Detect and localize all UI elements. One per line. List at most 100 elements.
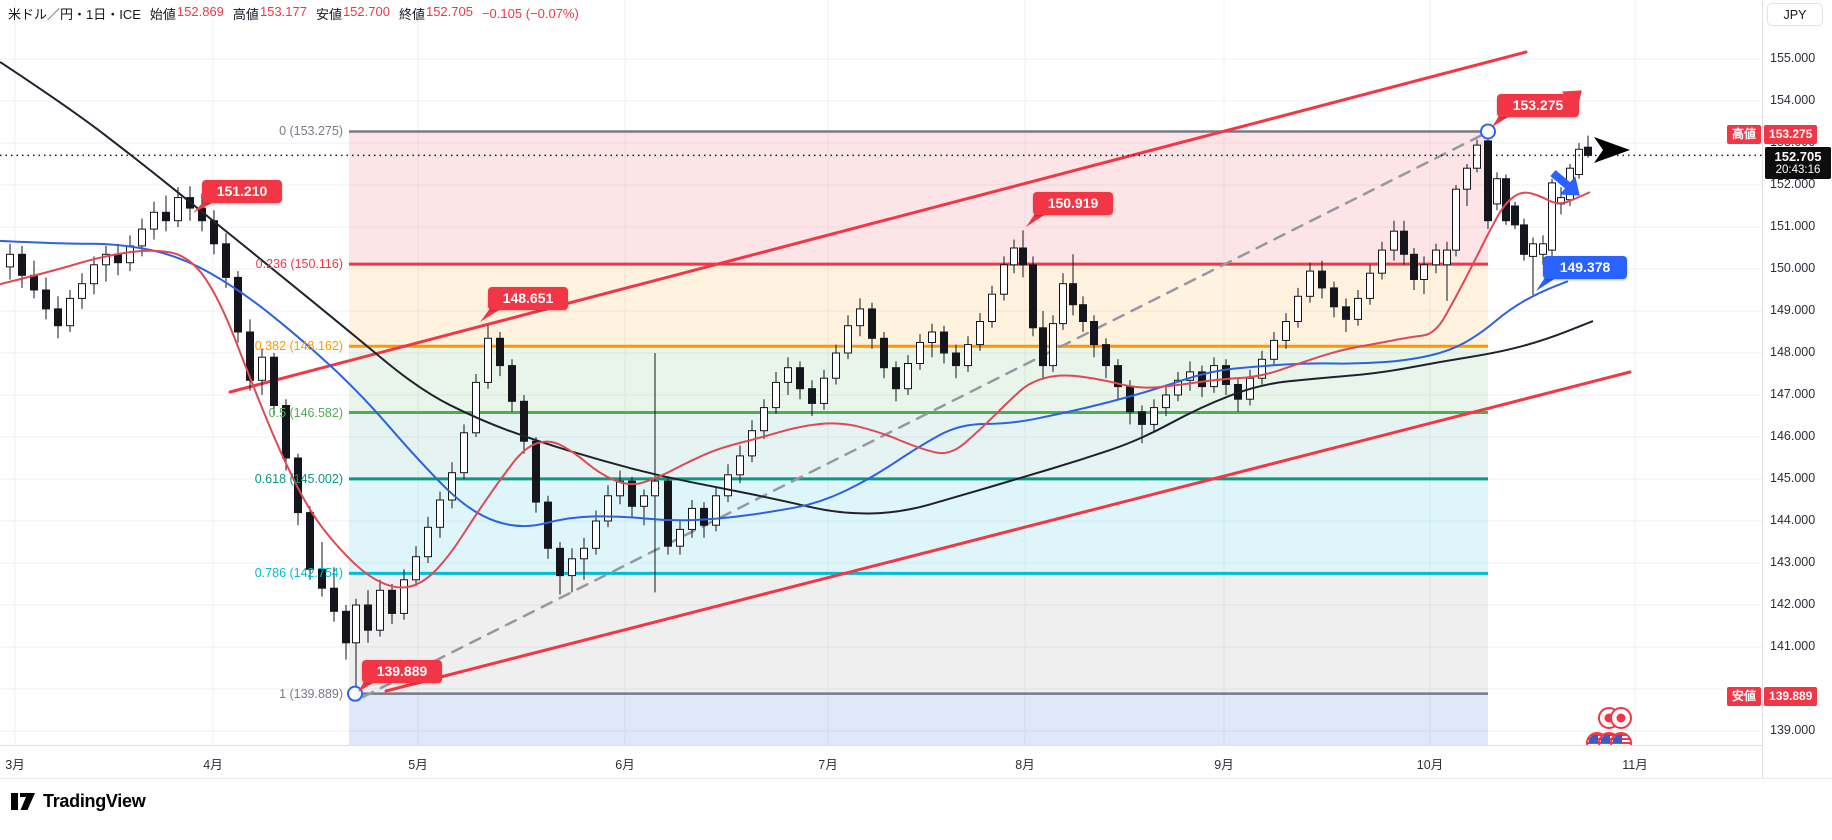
candle-up bbox=[1420, 264, 1428, 280]
price-callout-label[interactable]: 148.651 bbox=[488, 287, 568, 310]
month-tick-label: 6月 bbox=[615, 758, 635, 772]
candle-up bbox=[748, 430, 756, 457]
candle-down bbox=[342, 610, 350, 644]
fib-anchor-handle[interactable] bbox=[347, 685, 363, 702]
candle-down bbox=[1520, 224, 1528, 255]
tradingview-logo[interactable]: TradingView bbox=[10, 788, 146, 814]
candle-up bbox=[1493, 178, 1501, 205]
candle-up bbox=[964, 344, 972, 367]
candle-down bbox=[1079, 304, 1087, 323]
japan-event-icons[interactable] bbox=[1598, 707, 1632, 729]
callout-tail bbox=[1536, 276, 1559, 291]
candle-down bbox=[42, 289, 50, 310]
candle-down bbox=[1069, 283, 1077, 306]
price-callout-label[interactable]: 149.378 bbox=[1543, 256, 1627, 279]
fib-level-label: 0.618 (145.002) bbox=[254, 471, 343, 486]
price-tick-label: 152.000 bbox=[1770, 177, 1816, 191]
time-axis[interactable]: 3月 4月 5月 6月 7月 8月 9月 10月 11月 bbox=[0, 745, 1762, 778]
callout-tail bbox=[193, 200, 218, 213]
candle-down bbox=[940, 331, 948, 354]
low-badge-label: 安値 bbox=[1727, 687, 1762, 706]
candle-down bbox=[222, 243, 230, 278]
price-callout-label[interactable]: 139.889 bbox=[362, 660, 442, 683]
price-tick-label: 147.000 bbox=[1770, 387, 1816, 401]
candle-down bbox=[18, 253, 26, 276]
price-tick-label: 142.000 bbox=[1770, 597, 1816, 611]
candle-up bbox=[976, 321, 984, 346]
price-tick-label: 151.000 bbox=[1770, 219, 1816, 233]
chart-canvas[interactable] bbox=[0, 0, 1762, 745]
candle-up bbox=[1210, 365, 1218, 388]
callout-tail bbox=[480, 307, 504, 322]
price-tick-label: 148.000 bbox=[1770, 345, 1816, 359]
price-callout-label[interactable]: 151.210 bbox=[202, 180, 282, 203]
candle-down bbox=[294, 457, 302, 514]
callout-tail bbox=[1026, 212, 1049, 227]
lower-channel-line[interactable] bbox=[384, 370, 1632, 693]
dashed-trend-line[interactable] bbox=[361, 130, 1490, 699]
candle-up bbox=[1270, 339, 1278, 360]
candle-up bbox=[580, 547, 588, 560]
price-tick-label: 154.000 bbox=[1770, 93, 1816, 107]
candle-up bbox=[258, 356, 266, 381]
price-tick-label: 155.000 bbox=[1770, 51, 1816, 65]
price-tick-label: 149.000 bbox=[1770, 303, 1816, 317]
upper-channel-line[interactable] bbox=[228, 50, 1528, 394]
candle-down bbox=[1102, 344, 1110, 367]
candle-up bbox=[1059, 283, 1067, 325]
price-callout-label[interactable]: 150.919 bbox=[1033, 192, 1113, 215]
month-tick-label: 10月 bbox=[1416, 758, 1444, 772]
candle-up bbox=[712, 495, 720, 526]
fib-band bbox=[349, 573, 1488, 694]
fib-level-label: 0.5 (146.582) bbox=[268, 405, 343, 420]
candle-down bbox=[1342, 306, 1350, 320]
candle-down bbox=[1198, 371, 1206, 388]
month-tick-label: 9月 bbox=[1214, 758, 1234, 772]
fib-anchor-handle[interactable] bbox=[1480, 123, 1496, 140]
candle-up bbox=[820, 377, 828, 404]
candle-down bbox=[162, 211, 170, 222]
price-axis[interactable]: JPY 152.705 20:43:16 155.000154.000153.0… bbox=[1762, 0, 1832, 778]
cursor-marker[interactable] bbox=[1594, 137, 1630, 163]
candle-up bbox=[90, 264, 98, 285]
candle-up bbox=[736, 455, 744, 476]
candle-up bbox=[1443, 249, 1451, 266]
candle-down bbox=[1029, 264, 1037, 329]
candle-down bbox=[556, 547, 564, 577]
down-trend-arrow[interactable] bbox=[1545, 164, 1587, 205]
candle-down bbox=[1019, 247, 1027, 266]
candle-up bbox=[688, 507, 696, 530]
price-tick-label: 141.000 bbox=[1770, 639, 1816, 653]
candle-up bbox=[916, 342, 924, 364]
candle-down bbox=[1502, 178, 1510, 222]
candle-down bbox=[1318, 270, 1326, 289]
candle-up bbox=[1548, 182, 1556, 251]
tradingview-logo-icon bbox=[11, 793, 35, 810]
candle-up bbox=[436, 499, 444, 528]
candle-up bbox=[844, 325, 852, 354]
callout-tail bbox=[1492, 114, 1513, 127]
candle-up bbox=[568, 558, 576, 577]
month-tick-label: 8月 bbox=[1015, 758, 1035, 772]
ma-slow-black bbox=[0, 61, 1594, 515]
candle-up bbox=[1432, 249, 1440, 266]
candle-up bbox=[1463, 167, 1471, 190]
candle-up bbox=[424, 526, 432, 558]
fib-level-label: 0.786 (142.754) bbox=[254, 566, 343, 581]
candle-down bbox=[1090, 321, 1098, 346]
current-price-value: 152.705 bbox=[1774, 149, 1822, 164]
candle-down bbox=[700, 507, 708, 526]
candle-up bbox=[484, 337, 492, 383]
candle-up bbox=[1539, 243, 1547, 255]
candle-down bbox=[796, 367, 804, 390]
symbol-legend[interactable]: 米ドル／円・1日・ICE 始値 152.869 高値 153.177 安値 152.7… bbox=[8, 4, 579, 23]
candle-down bbox=[234, 276, 242, 333]
legend-high: 高値 153.177 bbox=[232, 4, 307, 22]
candle-up bbox=[1000, 264, 1008, 295]
candle-up bbox=[988, 293, 996, 323]
currency-button[interactable]: JPY bbox=[1767, 3, 1823, 26]
price-callout-label[interactable]: 153.275 bbox=[1497, 94, 1579, 117]
price-tick-label: 150.000 bbox=[1770, 261, 1816, 275]
ma-fast-red bbox=[0, 191, 1591, 589]
fib-extension-band bbox=[349, 693, 1488, 745]
